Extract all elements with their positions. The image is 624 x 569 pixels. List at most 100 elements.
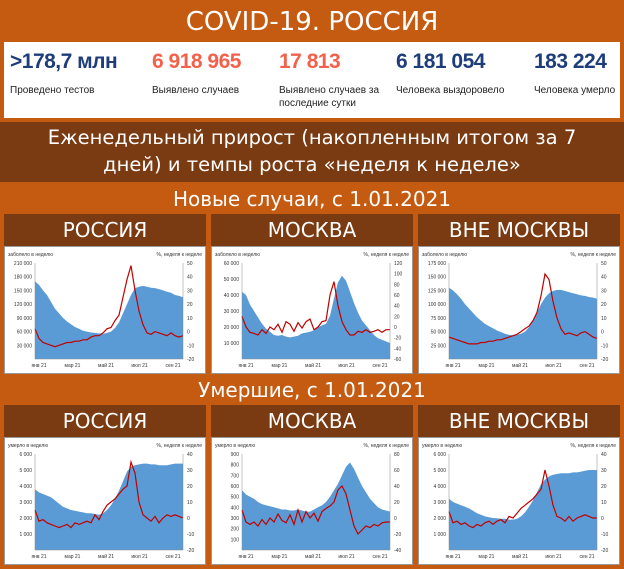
x-tick-label: июл 21	[131, 554, 148, 560]
y2-tick-label: -60	[394, 357, 401, 363]
area-series	[35, 463, 183, 550]
y-tick-label: 125 000	[428, 288, 446, 294]
chart-deaths-moscow: умерло в неделю%, неделя к неделе9008007…	[215, 443, 410, 560]
y2-axis-title: %, неделя к неделе	[364, 252, 410, 258]
chart-deaths-russia: умерло в неделю %, неделя к неделе 6 000 5 …	[8, 443, 202, 560]
x-tick-label: июл 21	[338, 363, 355, 369]
y-tick-label: 180 000	[14, 275, 32, 281]
x-tick-label: май 21	[512, 553, 528, 560]
stat-value: 6 181 054	[396, 50, 485, 73]
y2-tick-label: -20	[187, 357, 194, 363]
y2-tick-label: 40	[601, 452, 607, 458]
stat-label: Выявлено случаев	[152, 85, 240, 96]
y2-axis-title: %, неделя к неделе	[364, 443, 410, 449]
y2-tick-label: -40	[394, 548, 401, 554]
region-russia-deaths: РОССИЯ	[4, 405, 206, 437]
section-deaths-title: Умершие, с 1.01.2021	[198, 378, 426, 402]
y2-tick-label: 60	[394, 293, 400, 299]
y2-tick-label: 0	[187, 516, 190, 522]
x-tick-label: май 21	[305, 553, 321, 560]
y2-tick-label: 0	[394, 325, 397, 331]
y-tick-label: 30 000	[17, 343, 33, 349]
y2-tick-label: 10	[187, 316, 193, 322]
y-axis-title: заболело в неделю	[215, 252, 260, 258]
region-russia-cases: РОССИЯ	[4, 214, 206, 246]
y2-tick-label: 0	[601, 330, 604, 336]
stat-value: >178,7 млн	[10, 50, 118, 73]
growth-line-series	[241, 484, 390, 536]
y2-tick-label: -20	[601, 357, 608, 363]
y2-tick-label: 10	[601, 316, 607, 322]
y2-tick-label: 40	[187, 275, 193, 281]
stat-value: 6 918 965	[152, 50, 241, 73]
y-tick-label: 5 000	[433, 468, 446, 474]
subtitle-line-1: Еженедельный прирост (накопленным итогом…	[47, 126, 577, 149]
region-moscow-cases: МОСКВА	[211, 214, 413, 246]
y-tick-label: 2 000	[433, 516, 446, 522]
y2-tick-label: 60	[394, 468, 400, 474]
y-tick-label: 60 000	[17, 330, 33, 336]
x-tick-label: мар 21	[272, 554, 288, 560]
y2-tick-label: 0	[187, 330, 190, 336]
area-series	[242, 275, 390, 359]
x-tick-label: сен 21	[166, 363, 181, 369]
x-tick-label: май 21	[98, 553, 114, 560]
y-axis-title: заболело в неделю	[422, 252, 467, 258]
y-tick-label: 5 000	[19, 468, 32, 474]
y-tick-label: 25 000	[431, 343, 447, 349]
y2-tick-label: 0	[394, 516, 397, 522]
chart-panel-cases-outside: заболело в неделю %, неделя к неделе 175 0…	[418, 246, 620, 374]
y-tick-label: 1 000	[433, 532, 446, 538]
area-series	[449, 287, 597, 359]
stat-label: Человека умерло	[534, 85, 616, 96]
y-tick-label: 100	[231, 537, 240, 543]
chart-panel-cases-moscow: заболело в неделю %, неделя к неделе 60 00…	[211, 246, 413, 374]
growth-line-series	[241, 281, 390, 336]
y-tick-label: 800	[231, 463, 240, 469]
x-tick-label: янв 21	[31, 554, 46, 560]
y2-axis-title: %, неделя к неделе	[157, 252, 203, 258]
y2-tick-label: -10	[187, 532, 194, 538]
y2-tick-label: 40	[394, 484, 400, 490]
x-tick-label: янв 21	[31, 363, 46, 369]
x-tick-label: янв 21	[445, 363, 460, 369]
y-tick-label: 75 000	[431, 316, 447, 322]
stat-label: Выявлено случаев за последние сутки	[279, 85, 380, 109]
chart-cases-russia: заболело в неделю %, неделя к неделе 210 0…	[8, 252, 203, 369]
x-tick-label: июл 21	[131, 363, 148, 369]
y-tick-label: 500	[231, 495, 240, 501]
y-axis-title: заболело в неделю	[8, 252, 53, 258]
y-tick-label: 300	[231, 516, 240, 522]
y-tick-label: 20 000	[224, 325, 240, 331]
stat-label: Человека выздоровело	[396, 85, 505, 96]
y2-tick-label: 100	[394, 272, 403, 278]
x-tick-label: июл 21	[545, 554, 562, 560]
y-tick-label: 3 000	[433, 500, 446, 506]
x-tick-label: янв 21	[238, 363, 253, 369]
y-tick-label: 200	[231, 527, 240, 533]
y-tick-label: 4 000	[19, 484, 32, 490]
y2-tick-label: 20	[394, 500, 400, 506]
y-tick-label: 120 000	[14, 302, 32, 308]
y2-tick-label: 50	[187, 261, 193, 267]
y-tick-label: 400	[231, 505, 240, 511]
y-tick-label: 60 000	[224, 261, 240, 267]
y2-tick-label: 20	[394, 314, 400, 320]
y-tick-label: 150 000	[428, 275, 446, 281]
region-moscow-deaths: МОСКВА	[211, 405, 413, 437]
y2-tick-label: 20	[601, 484, 607, 490]
chart-panel-deaths-outside: умерло в неделю %, неделя к неделе 6 000 5 …	[418, 437, 620, 565]
stat-value: 17 813	[279, 50, 341, 73]
y-tick-label: 30 000	[224, 309, 240, 315]
x-tick-label: сен 21	[373, 363, 388, 369]
stats-panel: >178,7 млн Проведено тестов 6 918 965 Вы…	[4, 42, 620, 118]
y2-tick-label: -20	[187, 548, 194, 554]
y2-tick-label: -10	[601, 532, 608, 538]
x-tick-label: июл 21	[338, 554, 355, 560]
x-tick-label: янв 21	[445, 554, 460, 560]
growth-line-series	[448, 272, 598, 345]
x-tick-label: июл 21	[545, 363, 562, 369]
region-outside-cases: ВНЕ МОСКВЫ	[418, 214, 620, 246]
section-cases-title: Новые случаи, с 1.01.2021	[172, 187, 452, 211]
y-tick-label: 1 000	[19, 532, 32, 538]
